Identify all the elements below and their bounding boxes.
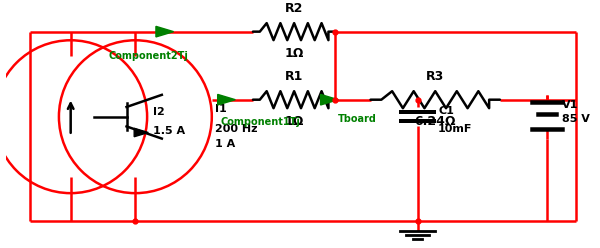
Text: 6.24Ω: 6.24Ω [415,116,456,128]
Text: I2: I2 [153,107,165,117]
Text: R2: R2 [285,2,304,15]
Text: C1: C1 [438,106,454,116]
Text: Tboard: Tboard [338,114,377,124]
Text: V1: V1 [562,99,578,110]
Text: I1: I1 [215,104,226,114]
Text: 85 V: 85 V [562,114,590,124]
Text: 1 A: 1 A [215,139,235,149]
Text: R3: R3 [426,70,445,83]
Text: 1.5 A: 1.5 A [153,126,185,136]
Text: R1: R1 [285,70,304,83]
Polygon shape [156,26,173,37]
Text: Component2Tj: Component2Tj [109,51,189,61]
Polygon shape [218,94,235,105]
Text: 10mF: 10mF [438,124,473,134]
Text: 1Ω: 1Ω [284,116,304,128]
Polygon shape [134,128,148,137]
Text: 1Ω: 1Ω [284,47,304,61]
Polygon shape [320,94,338,105]
Text: Component1Tj: Component1Tj [221,117,301,127]
Text: 200 Hz: 200 Hz [215,124,257,134]
